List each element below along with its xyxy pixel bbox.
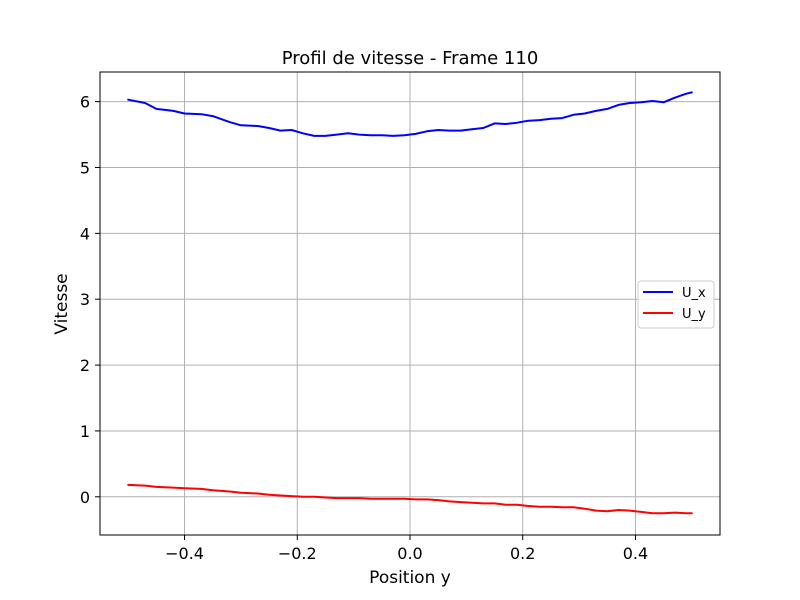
y-axis-label: Vitesse	[52, 273, 72, 334]
y-tick-label: 6	[80, 93, 90, 112]
y-tick-label: 4	[80, 224, 90, 243]
y-tick-label: 5	[80, 158, 90, 177]
y-tick-label: 0	[80, 488, 90, 507]
legend: U_x U_y	[637, 280, 715, 329]
x-ticks: −0.4 −0.2 0.0 0.2 0.4	[165, 535, 648, 563]
legend-label-ux: U_x	[682, 286, 706, 301]
x-tick-label: 0.4	[623, 544, 648, 563]
x-axis-label: Position y	[369, 568, 451, 588]
legend-label-uy: U_y	[682, 307, 706, 322]
x-tick-label: 0.0	[397, 544, 422, 563]
y-ticks: 0 1 2 3 4 5 6	[80, 93, 100, 507]
x-tick-label: 0.2	[510, 544, 535, 563]
grid-lines	[100, 72, 720, 535]
plot-area: −0.4 −0.2 0.0 0.2 0.4 0 1 2 3 4 5 6	[80, 71, 721, 563]
y-tick-label: 2	[80, 356, 90, 375]
y-tick-label: 3	[80, 290, 90, 309]
series-line-u-y	[127, 483, 693, 515]
series-line-u-x	[127, 91, 693, 137]
x-tick-label: −0.2	[278, 544, 317, 563]
y-tick-label: 1	[80, 422, 90, 441]
chart-title: Profil de vitesse - Frame 110	[282, 48, 539, 69]
series-layer	[127, 91, 693, 515]
x-tick-label: −0.4	[165, 544, 204, 563]
